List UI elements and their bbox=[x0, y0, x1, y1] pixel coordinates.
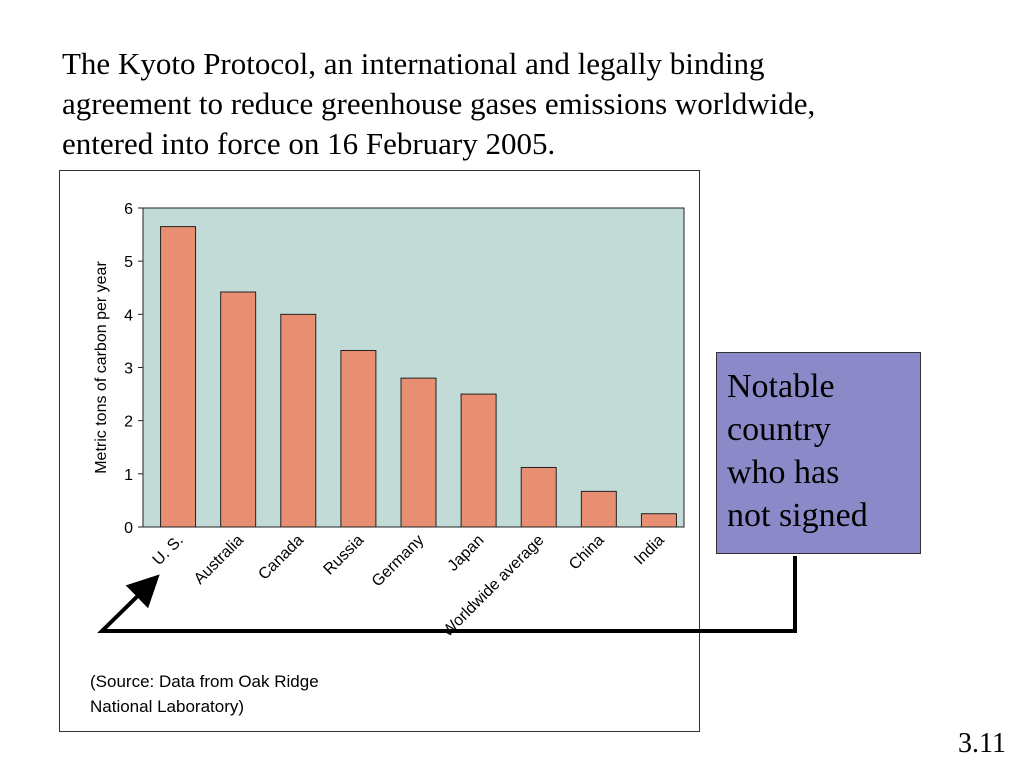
y-tick-label: 6 bbox=[124, 201, 133, 218]
x-tick-label: Russia bbox=[321, 532, 368, 579]
bar bbox=[640, 513, 677, 528]
x-tick-label: India bbox=[631, 532, 668, 569]
source-line-1: (Source: Data from Oak Ridge bbox=[90, 672, 319, 691]
heading-line-3: entered into force on 16 February 2005. bbox=[62, 126, 556, 161]
callout-line-4: not signed bbox=[727, 497, 868, 534]
y-axis-label: Metric tons of carbon per year bbox=[93, 261, 110, 474]
y-tick-label: 2 bbox=[124, 414, 133, 431]
chart-frame: 0 1 2 3 4 5 6 Metric tons of carbon per year U. … bbox=[59, 170, 700, 732]
bar bbox=[520, 466, 557, 528]
x-tick-label: Germany bbox=[369, 532, 428, 591]
bar bbox=[280, 313, 317, 528]
y-tick-label: 0 bbox=[124, 520, 133, 537]
x-tick-label: China bbox=[566, 532, 608, 574]
y-tick-label: 3 bbox=[124, 361, 133, 378]
x-tick-label: Worldwide average bbox=[439, 532, 548, 641]
bar bbox=[580, 490, 617, 528]
slide-heading: The Kyoto Protocol, an international and… bbox=[62, 44, 962, 164]
x-tick-label: U. S. bbox=[150, 532, 187, 569]
callout-line-2: country bbox=[727, 411, 831, 448]
source-note: (Source: Data from Oak Ridge National La… bbox=[90, 669, 319, 719]
heading-line-1: The Kyoto Protocol, an international and… bbox=[62, 46, 765, 81]
callout-box: Notable country who has not signed bbox=[716, 352, 921, 554]
bar bbox=[460, 393, 497, 528]
bar-chart: 0 1 2 3 4 5 6 Metric tons of carbon per year U. … bbox=[93, 201, 685, 641]
y-tick-label: 5 bbox=[124, 254, 133, 271]
x-tick-label: Australia bbox=[191, 532, 247, 588]
callout-line-1: Notable bbox=[727, 368, 835, 405]
callout-line-3: who has bbox=[727, 454, 840, 491]
slide-number: 3.11 bbox=[958, 728, 1006, 759]
bar bbox=[160, 226, 197, 528]
bar bbox=[340, 349, 377, 528]
x-tick-label: Canada bbox=[255, 532, 307, 584]
x-tick-label: Japan bbox=[445, 532, 488, 575]
bar bbox=[400, 377, 437, 528]
source-line-2: National Laboratory) bbox=[90, 697, 245, 716]
bar bbox=[220, 291, 257, 528]
y-tick-label: 4 bbox=[124, 307, 133, 324]
y-tick-label: 1 bbox=[124, 467, 133, 484]
heading-line-2: agreement to reduce greenhouse gases emi… bbox=[62, 86, 816, 121]
